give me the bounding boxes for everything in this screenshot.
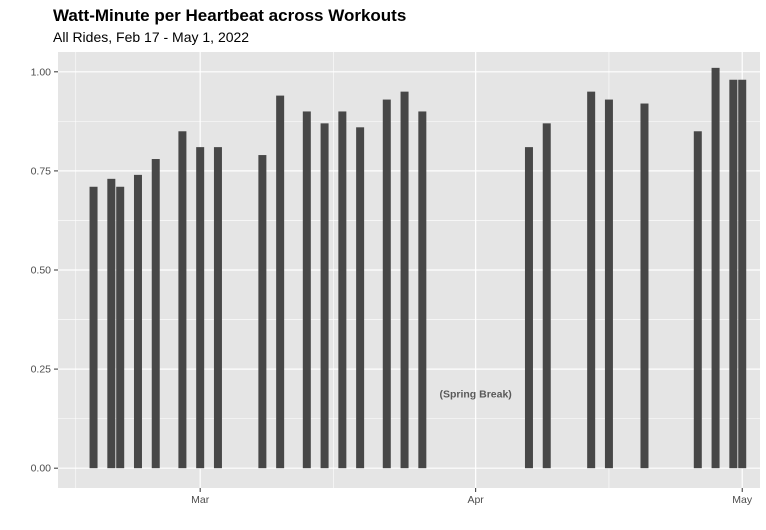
bar-2022-03-01 [196, 147, 205, 469]
annotations: (Spring Break) [439, 389, 511, 401]
y-axis: 0.00 0.25 0.50 0.75 1.00 [31, 66, 58, 475]
x-tick-label: May [732, 494, 753, 506]
bar-2022-02-24 [151, 159, 160, 469]
bar-2022-02-22 [133, 174, 142, 469]
bar-2022-04-26 [693, 131, 702, 469]
bar-2022-05-01 [738, 79, 747, 469]
bar-2022-04-16 [604, 99, 613, 469]
bar-2022-04-07 [524, 147, 533, 469]
x-tick-label: Apr [467, 494, 484, 506]
bar-2022-03-03 [213, 147, 222, 469]
x-axis: Mar Apr May [191, 488, 753, 506]
bar-2022-03-26 [418, 111, 427, 469]
chart-title: Watt-Minute per Heartbeat across Workout… [53, 6, 406, 25]
bar-2022-02-20 [116, 186, 125, 469]
annotation-label: (Spring Break) [439, 389, 511, 401]
bar-2022-03-17 [338, 111, 347, 469]
bar-2022-02-19 [107, 178, 116, 469]
bar-2022-04-30 [729, 79, 738, 469]
bar-2022-03-08 [258, 155, 267, 469]
y-tick-label: 0.50 [31, 265, 52, 277]
x-tick-label: Mar [191, 494, 210, 506]
bars [89, 67, 747, 469]
bar-2022-03-10 [276, 95, 285, 469]
bar-2022-04-28 [711, 67, 720, 469]
y-tick-label: 0.25 [31, 364, 52, 376]
bar-2022-02-17 [89, 186, 98, 469]
bar-2022-03-24 [400, 91, 409, 469]
y-tick-label: 0.75 [31, 165, 52, 177]
y-tick-label: 1.00 [31, 66, 52, 78]
bar-2022-04-09 [542, 123, 551, 469]
bar-2022-04-20 [640, 103, 649, 469]
chart-subtitle: All Rides, Feb 17 - May 1, 2022 [53, 29, 249, 45]
bar-2022-03-19 [356, 127, 365, 469]
y-tick-label: 0.00 [31, 463, 52, 475]
bar-2022-04-14 [587, 91, 596, 469]
bar-2022-02-27 [178, 131, 187, 469]
bar-2022-03-13 [302, 111, 311, 469]
bar-2022-03-15 [320, 123, 329, 469]
bar-2022-03-22 [382, 99, 391, 469]
